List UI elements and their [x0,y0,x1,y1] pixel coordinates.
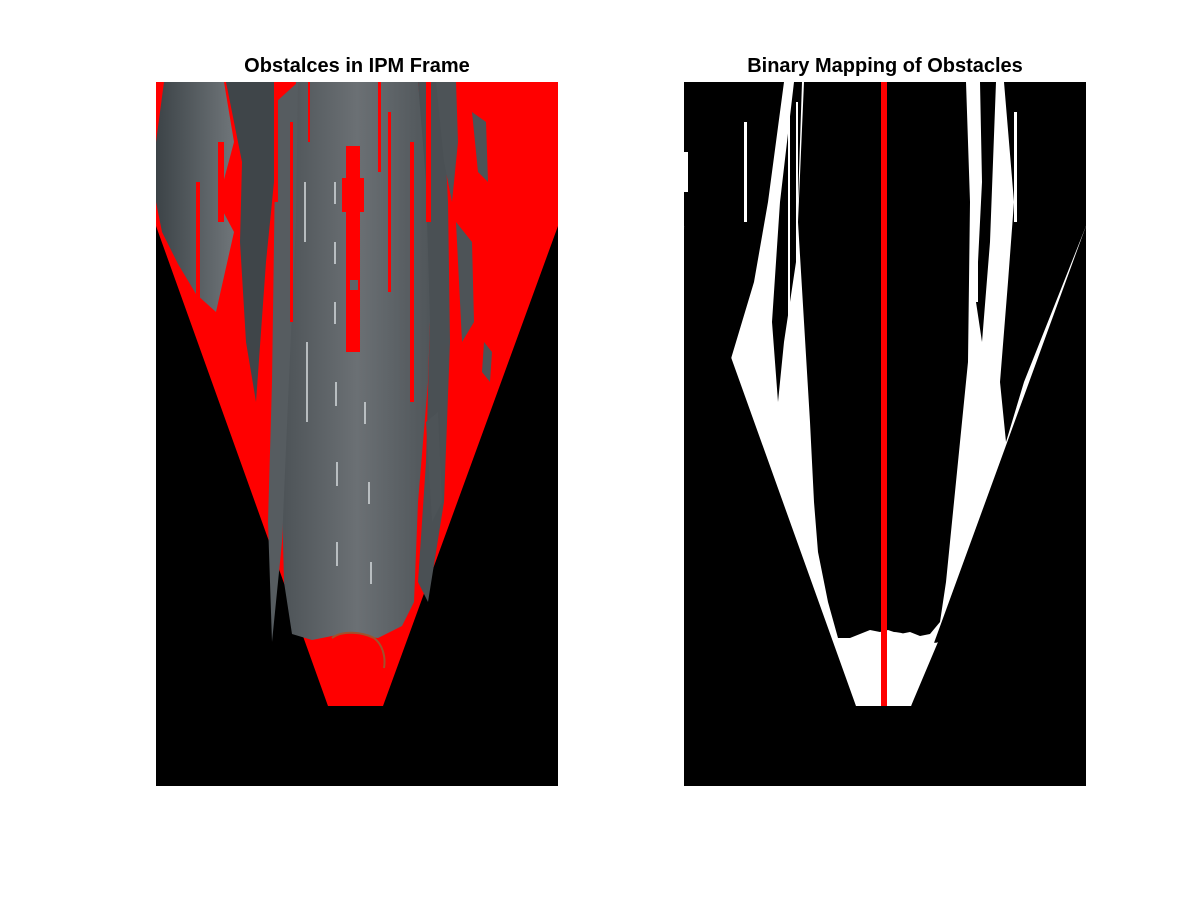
binary-obstacle-map [684,82,1086,786]
vehicle-obstacle [346,146,360,352]
ipm-obstacle-image [156,82,558,786]
right-panel-title: Binary Mapping of Obstacles [747,55,1023,77]
left-road-texture [156,82,234,312]
road-surface [282,82,432,640]
left-panel-title: Obstalces in IPM Frame [244,55,470,77]
